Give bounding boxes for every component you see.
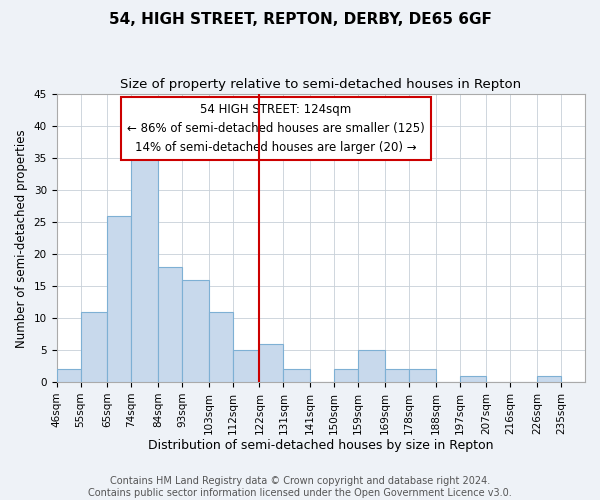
Bar [537, 376, 561, 382]
Bar [131, 152, 158, 382]
X-axis label: Distribution of semi-detached houses by size in Repton: Distribution of semi-detached houses by … [148, 440, 494, 452]
Bar [182, 280, 209, 382]
Bar [56, 370, 80, 382]
Bar [409, 370, 436, 382]
Bar [107, 216, 131, 382]
Bar [209, 312, 233, 382]
Bar [283, 370, 310, 382]
Bar [334, 370, 358, 382]
Text: Contains HM Land Registry data © Crown copyright and database right 2024.
Contai: Contains HM Land Registry data © Crown c… [88, 476, 512, 498]
Bar [158, 267, 182, 382]
Bar [460, 376, 486, 382]
Bar [233, 350, 259, 382]
Title: Size of property relative to semi-detached houses in Repton: Size of property relative to semi-detach… [120, 78, 521, 90]
Bar [80, 312, 107, 382]
Bar [259, 344, 283, 382]
Text: 54, HIGH STREET, REPTON, DERBY, DE65 6GF: 54, HIGH STREET, REPTON, DERBY, DE65 6GF [109, 12, 491, 28]
Text: 54 HIGH STREET: 124sqm
← 86% of semi-detached houses are smaller (125)
14% of se: 54 HIGH STREET: 124sqm ← 86% of semi-det… [127, 103, 425, 154]
Y-axis label: Number of semi-detached properties: Number of semi-detached properties [15, 129, 28, 348]
Bar [385, 370, 409, 382]
Bar [358, 350, 385, 382]
